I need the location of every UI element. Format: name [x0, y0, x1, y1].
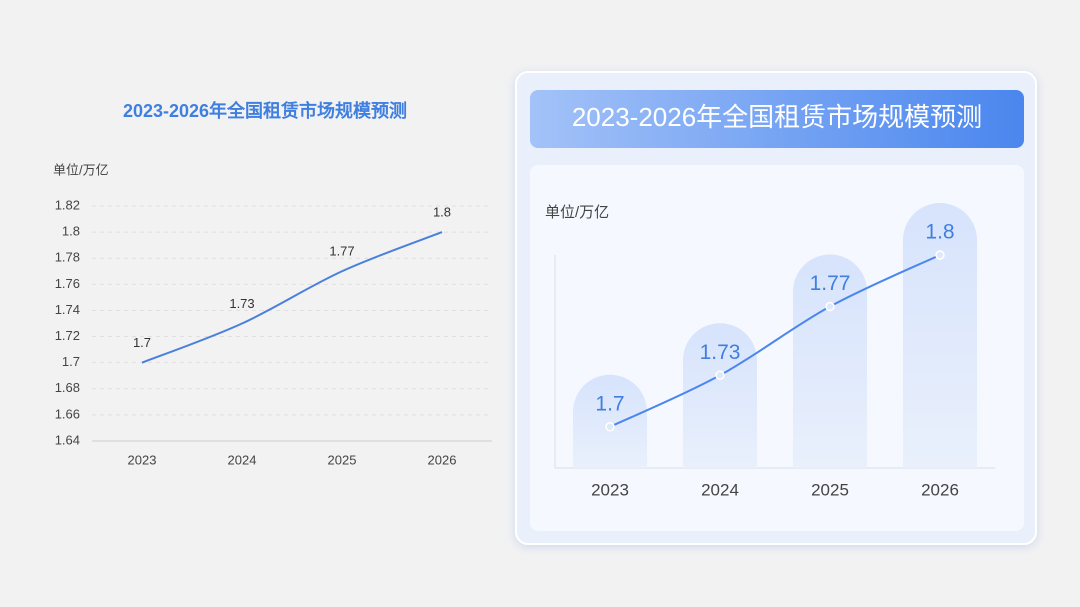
point — [605, 422, 615, 432]
y-tick-label: 1.72 — [55, 328, 80, 343]
y-tick-label: 1.68 — [55, 380, 80, 395]
y-unit: 单位/万亿 — [545, 204, 609, 221]
x-tick-label: 2023 — [591, 480, 629, 499]
card-header — [530, 90, 1024, 148]
y-tick-label: 1.78 — [55, 250, 80, 265]
x-tick-label: 2026 — [921, 480, 959, 499]
value-label: 1.73 — [700, 341, 741, 364]
value-label: 1.77 — [810, 272, 851, 295]
x-tick-label: 2026 — [428, 452, 457, 467]
value-label: 1.7 — [133, 335, 151, 350]
y-tick-label: 1.76 — [55, 276, 80, 291]
bar — [903, 203, 977, 468]
point — [715, 370, 725, 380]
x-tick-label: 2025 — [328, 452, 357, 467]
value-label: 1.7 — [595, 392, 624, 415]
y-tick-label: 1.82 — [55, 197, 80, 212]
bar — [793, 254, 867, 468]
chart-title: 2023-2026年全国租赁市场规模预测 — [123, 100, 407, 121]
value-label: 1.77 — [329, 244, 354, 259]
line — [141, 231, 443, 364]
bar — [683, 323, 757, 468]
value-label: 1.8 — [433, 205, 451, 220]
point — [935, 250, 945, 260]
value-label: 1.73 — [229, 296, 254, 311]
point — [825, 301, 835, 312]
x-tick-label: 2023 — [128, 452, 157, 467]
x-tick-label: 2024 — [701, 480, 739, 499]
y-tick-label: 1.66 — [55, 406, 80, 421]
value-label: 1.8 — [925, 221, 954, 244]
line — [609, 254, 941, 428]
x-tick-label: 2025 — [811, 480, 849, 499]
y-unit: 单位/万亿 — [53, 162, 109, 177]
y-tick-label: 1.7 — [62, 354, 80, 369]
chart-title: 2023-2026年全国租赁市场规模预测 — [572, 102, 982, 132]
y-tick-label: 1.74 — [55, 302, 80, 317]
bar — [573, 374, 647, 468]
y-tick-label: 1.8 — [62, 224, 80, 239]
y-tick-label: 1.64 — [55, 432, 80, 447]
card-panel — [530, 165, 1024, 531]
x-tick-label: 2024 — [228, 452, 257, 467]
